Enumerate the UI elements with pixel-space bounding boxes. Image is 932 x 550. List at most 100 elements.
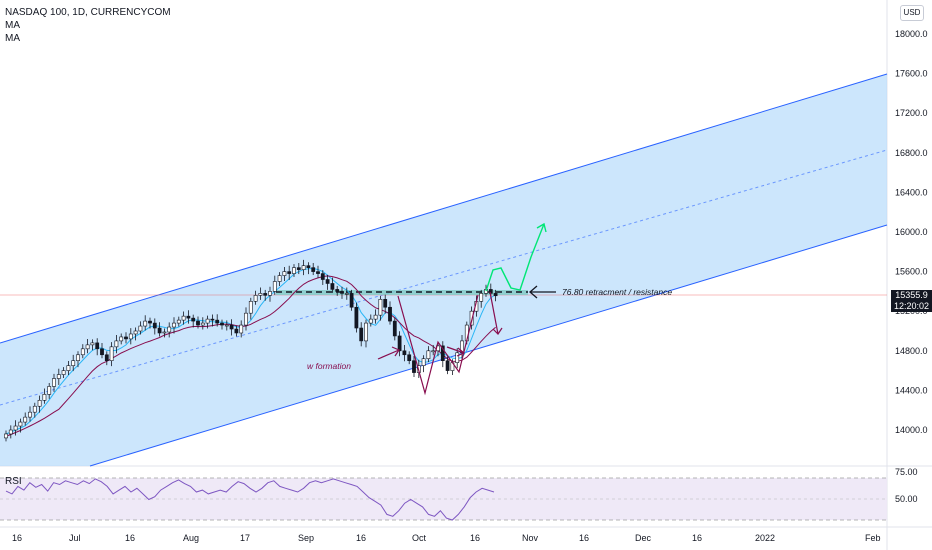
candle-body[interactable] [287,271,292,274]
candle-body[interactable] [200,322,205,326]
resistance-annotation[interactable]: 76.80 retracment / resistance [562,287,673,297]
candle-body[interactable] [181,315,186,321]
candle-body[interactable] [167,326,172,333]
candle-body[interactable] [162,331,167,334]
candle-body[interactable] [349,293,354,308]
rsi-line[interactable] [5,478,495,521]
price-scale[interactable]: 18000.0 17600.0 17200.0 16800.0 16400.0 16000… [895,29,928,435]
candle-body[interactable] [186,315,191,319]
candle-body[interactable] [455,352,460,363]
candle-body[interactable] [306,265,311,268]
candle-body[interactable] [340,291,344,294]
candle-body[interactable] [325,279,330,284]
channel-upper-line[interactable] [0,73,888,344]
candle-body[interactable] [172,322,176,328]
candle-body[interactable] [18,421,23,427]
channel-mid-line[interactable] [0,149,888,406]
candle-body[interactable] [388,306,392,322]
w-formation-path[interactable] [397,294,479,396]
candle-body[interactable] [76,354,80,362]
candle-body[interactable] [354,306,359,329]
candle-body[interactable] [426,350,431,360]
candle-body[interactable] [412,360,416,373]
candle-body[interactable] [148,320,152,324]
candle-body[interactable] [407,354,412,362]
candle-body[interactable] [176,319,181,324]
candle-body[interactable] [157,327,162,334]
candle-body[interactable] [80,348,85,356]
candle-body[interactable] [128,333,133,340]
ma-indicator-label-2[interactable]: MA [5,33,20,44]
candle-body[interactable] [32,405,37,413]
candle-body[interactable] [109,346,114,361]
candle-body[interactable] [421,358,426,366]
candle-body[interactable] [47,386,52,395]
candle-body[interactable] [210,318,215,321]
candle-body[interactable] [196,320,200,326]
candle-body[interactable] [316,271,320,274]
candle-body[interactable] [258,293,263,296]
candle-body[interactable] [85,344,90,350]
candle-body[interactable] [330,283,335,290]
candle-body[interactable] [383,299,388,308]
candle-body[interactable] [292,267,296,274]
candle-body[interactable] [119,336,124,342]
candle-body[interactable] [66,365,71,371]
candle-body[interactable] [392,320,397,337]
candle-body[interactable] [205,318,210,324]
candle-body[interactable] [133,330,138,335]
bullish-projection-arrow[interactable] [485,222,547,292]
candle-body[interactable] [229,324,234,330]
channel-lower-line[interactable] [89,224,888,467]
candle-body[interactable] [143,320,148,327]
candle-body[interactable] [248,300,253,314]
candle-body[interactable] [282,271,287,276]
candle-body[interactable] [191,317,196,322]
candle-body[interactable] [95,342,100,350]
candle-body[interactable] [28,411,32,418]
symbol-title[interactable]: NASDAQ 100, 1D, CURRENCYCOM [5,7,171,18]
candle-body[interactable] [42,394,47,401]
candle-body[interactable] [402,350,407,356]
w-formation-arrow[interactable] [377,346,400,360]
resistance-arrow[interactable] [529,285,556,299]
w-formation-right-arrow[interactable] [446,346,466,357]
candle-body[interactable] [431,350,436,353]
candle-body[interactable] [378,299,383,316]
candle-body[interactable] [311,267,316,272]
candle-body[interactable] [445,360,450,371]
w-formation-annotation[interactable]: w formation [307,361,351,371]
candle-body[interactable] [296,267,301,270]
candle-body[interactable] [220,322,224,326]
candle-body[interactable] [124,336,128,340]
rsi-indicator-label[interactable]: RSI [5,476,22,487]
candle-body[interactable] [239,324,244,334]
candle-body[interactable] [215,319,220,324]
candle-body[interactable] [90,342,95,346]
candle-body[interactable] [272,281,277,292]
candle-body[interactable] [368,318,373,324]
candle-body[interactable] [397,335,402,352]
candle-body[interactable] [469,310,474,326]
candle-body[interactable] [359,327,364,342]
candle-body[interactable] [263,293,268,296]
candle-body[interactable] [114,340,119,348]
candle-body[interactable] [440,345,445,362]
candle-body[interactable] [344,293,349,295]
candle-body[interactable] [493,293,498,297]
candle-body[interactable] [244,312,248,326]
ma-slow-line[interactable] [5,275,496,437]
candle-body[interactable] [364,322,368,342]
candle-body[interactable] [37,399,42,407]
candle-body[interactable] [4,433,8,439]
candle-body[interactable] [13,425,18,431]
candle-body[interactable] [479,293,484,302]
candle-body[interactable] [56,374,61,379]
ma-indicator-label-1[interactable]: MA [5,20,20,31]
candle-body[interactable] [52,378,56,387]
candle-body[interactable] [71,360,76,366]
candle-body[interactable] [152,322,157,329]
currency-button[interactable]: USD [900,5,924,21]
candle-body[interactable] [8,429,13,435]
